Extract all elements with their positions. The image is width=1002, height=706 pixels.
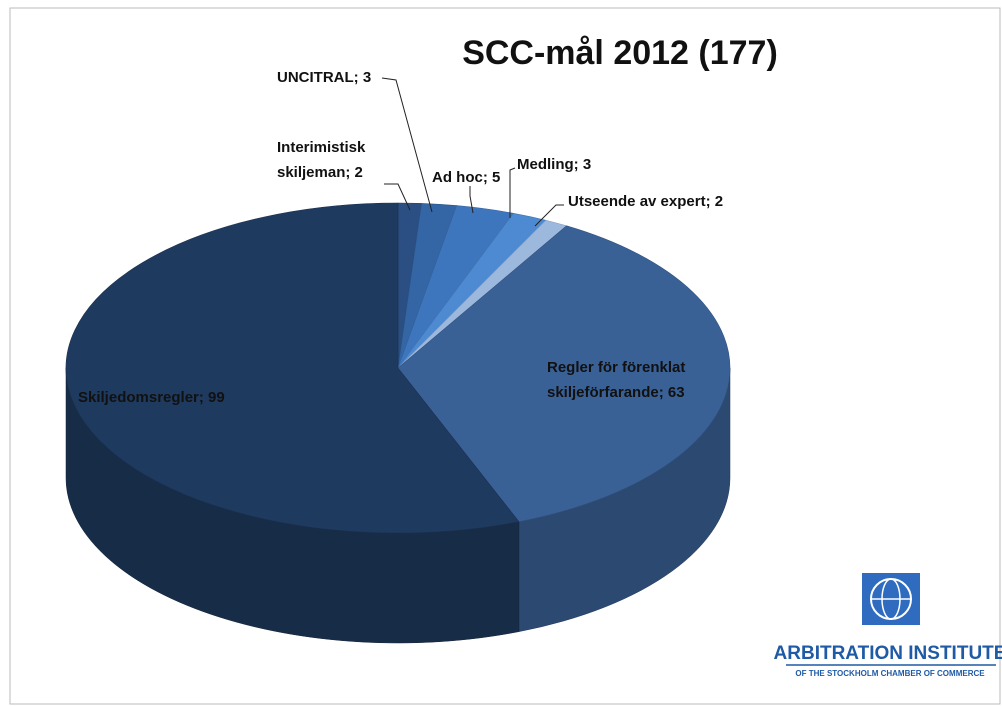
logo: ARBITRATION INSTITUTE OF THE STOCKHOLM C… xyxy=(774,573,1002,678)
chart-title: SCC-mål 2012 (177) xyxy=(462,34,778,72)
data-label: Medling; 3 xyxy=(517,156,591,173)
data-label: UNCITRAL; 3 xyxy=(277,69,371,86)
data-label: Skiljedomsregler; 99 xyxy=(78,389,225,406)
leader-line xyxy=(384,183,411,211)
leader-line xyxy=(509,167,516,218)
data-label: Ad hoc; 5 xyxy=(432,169,500,186)
slice xyxy=(397,225,731,522)
logo-subtitle: OF THE STOCKHOLM CHAMBER OF COMMERCE xyxy=(795,669,985,678)
leader-line xyxy=(469,186,474,214)
data-label: Interimistisk xyxy=(277,139,366,156)
data-label: skiljeförfarande; 63 xyxy=(547,384,685,401)
data-label: Utseende av expert; 2 xyxy=(568,193,723,210)
logo-name: ARBITRATION INSTITUTE xyxy=(774,643,1002,664)
slice xyxy=(65,202,520,534)
leader-line xyxy=(534,204,564,227)
data-label: Regler för förenklat xyxy=(547,359,685,376)
leader-line xyxy=(381,77,433,213)
pie xyxy=(65,202,731,644)
data-label: skiljeman; 2 xyxy=(277,164,363,181)
